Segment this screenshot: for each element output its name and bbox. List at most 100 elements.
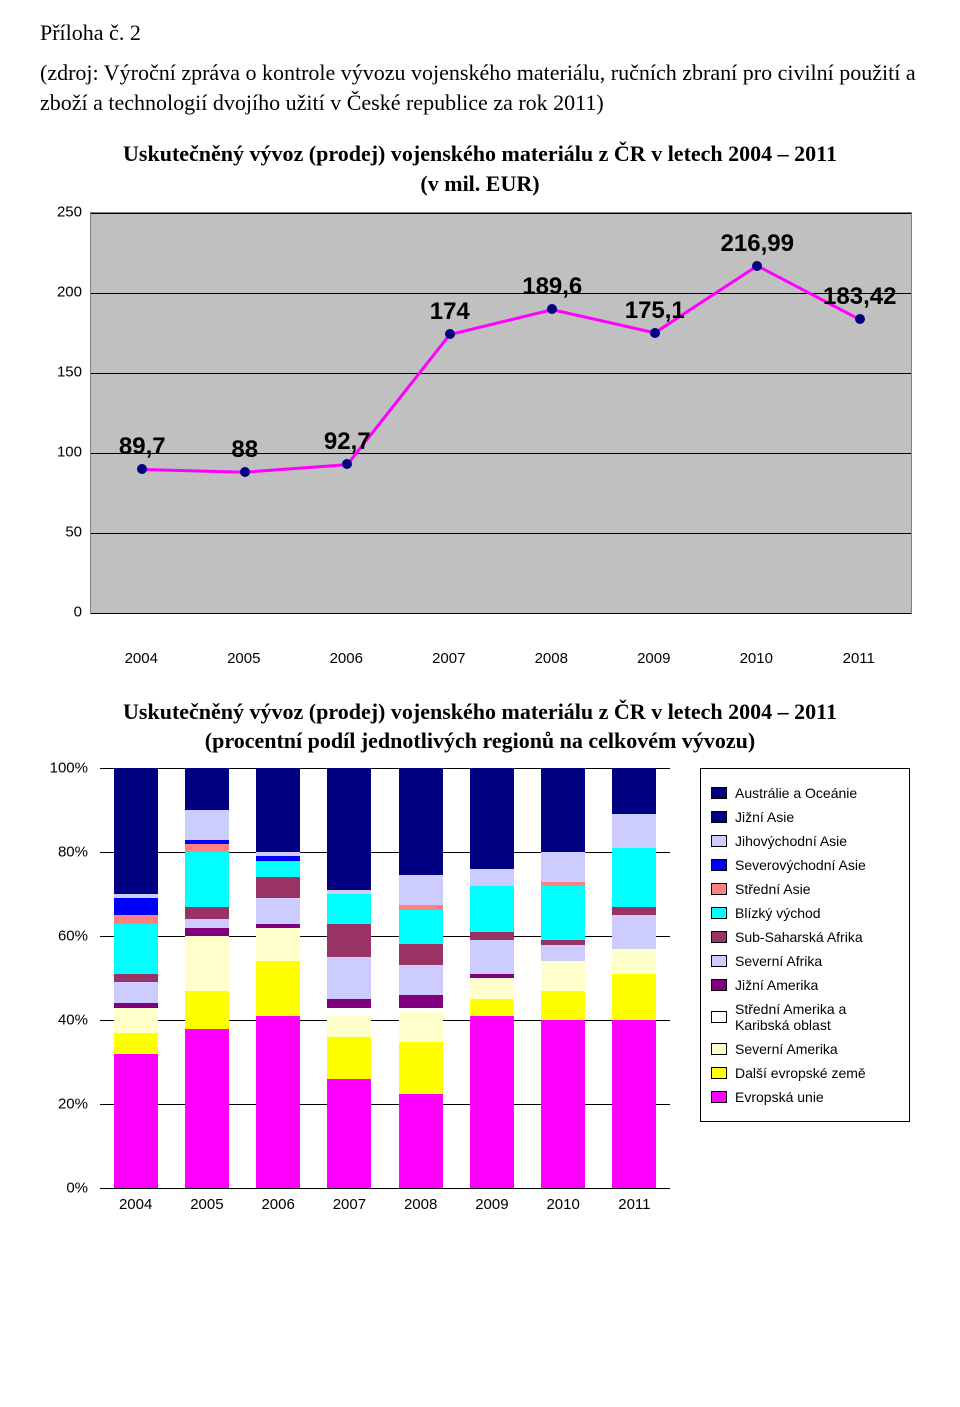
legend-swatch — [711, 931, 727, 943]
chart2-xtick: 2007 — [333, 1196, 366, 1213]
chart2-seg-ss_afr — [114, 974, 158, 982]
chart2-seg-eu — [541, 1020, 585, 1188]
chart2-seg-other_eur — [256, 961, 300, 1016]
chart2-seg-eu — [185, 1029, 229, 1189]
chart1-ytick: 100 — [40, 443, 82, 460]
chart2-seg-n_afr — [470, 940, 514, 974]
chart2-xtick: 2006 — [261, 1196, 294, 1213]
chart2-seg-se_asia — [399, 875, 443, 905]
chart2-seg-mideast — [541, 886, 585, 941]
chart2-title: Uskutečněný vývoz (prodej) vojenského ma… — [40, 697, 920, 756]
chart2-seg-mideast — [399, 910, 443, 944]
chart2-seg-c_asia — [114, 915, 158, 923]
chart2-seg-ss_afr — [327, 924, 371, 958]
legend-swatch — [711, 883, 727, 895]
chart1-xtick: 2008 — [535, 650, 568, 667]
chart2-legend: Austrálie a Oceánie Jižní Asie Jihovýchodn… — [700, 768, 910, 1122]
legend-item-mideast: Blízký východ — [711, 905, 899, 921]
chart2-seg-n_amer — [327, 1016, 371, 1037]
chart2-ytick: 60% — [40, 928, 88, 945]
legend-label: Další evropské země — [735, 1065, 866, 1081]
chart2-xtick: 2009 — [475, 1196, 508, 1213]
legend-swatch — [711, 1067, 727, 1079]
legend-swatch — [711, 835, 727, 847]
doc-title: Příloha č. 2 — [40, 20, 920, 46]
legend-label: Severovýchodní Asie — [735, 857, 866, 873]
chart2-seg-s_asia — [327, 768, 371, 890]
chart2-seg-other_eur — [612, 974, 656, 1020]
chart2-seg-ss_afr — [612, 907, 656, 915]
chart1-title: Uskutečněný vývoz (prodej) vojenského ma… — [40, 139, 920, 198]
chart2-seg-s_asia — [185, 768, 229, 810]
chart2-title-line1: Uskutečněný vývoz (prodej) vojenského ma… — [123, 699, 837, 724]
legend-label: Střední Amerika a Karibská oblast — [735, 1001, 899, 1033]
chart1-xtick: 2009 — [637, 650, 670, 667]
chart2-seg-other_eur — [399, 1042, 443, 1093]
legend-swatch — [711, 1011, 727, 1023]
chart2-seg-n_afr — [114, 982, 158, 1003]
legend-item-aus: Austrálie a Oceánie — [711, 785, 899, 801]
chart2-seg-s_amer — [327, 999, 371, 1007]
chart2-bar — [470, 768, 514, 1188]
chart2-seg-n_afr — [185, 919, 229, 927]
chart2-seg-n_afr — [541, 945, 585, 962]
chart1-title-line2: (v mil. EUR) — [420, 171, 539, 196]
chart2-seg-c_amer — [327, 1008, 371, 1016]
chart2-seg-n_afr — [256, 898, 300, 923]
chart2-seg-s_asia — [541, 768, 585, 852]
legend-item-s_amer: Jižní Amerika — [711, 977, 899, 993]
chart2-xtick: 2004 — [119, 1196, 152, 1213]
chart2-seg-se_asia — [470, 869, 514, 886]
chart1-xtick: 2004 — [125, 650, 158, 667]
chart1-ytick: 200 — [40, 283, 82, 300]
chart2-bar — [612, 768, 656, 1188]
chart2-seg-s_asia — [399, 768, 443, 875]
chart1-value-label: 175,1 — [625, 297, 685, 325]
chart2-xtick: 2008 — [404, 1196, 437, 1213]
legend-item-n_amer: Severní Amerika — [711, 1041, 899, 1057]
chart1-marker — [547, 304, 557, 314]
legend-item-ss_afr: Sub-Saharská Afrika — [711, 929, 899, 945]
legend-item-ne_asia: Severovýchodní Asie — [711, 857, 899, 873]
legend-swatch — [711, 811, 727, 823]
chart1-marker — [445, 329, 455, 339]
chart2-seg-ss_afr — [185, 907, 229, 920]
legend-swatch — [711, 1043, 727, 1055]
doc-source: (zdroj: Výroční zpráva o kontrole vývozu… — [40, 58, 920, 117]
chart2-seg-s_asia — [114, 768, 158, 894]
chart2-seg-s_asia — [612, 768, 656, 814]
legend-label: Severní Afrika — [735, 953, 822, 969]
legend-label: Jižní Amerika — [735, 977, 818, 993]
chart2-bar — [185, 768, 229, 1188]
legend-label: Blízký východ — [735, 905, 821, 921]
chart1-xtick: 2005 — [227, 650, 260, 667]
chart1-value-label: 92,7 — [324, 428, 371, 456]
chart1-ytick: 0 — [40, 603, 82, 620]
chart2-seg-s_amer — [185, 928, 229, 936]
chart1-line-chart: 89,78892,7174189,6175,1216,99183,42 0501… — [40, 207, 920, 667]
chart2-seg-c_asia — [185, 844, 229, 852]
chart1-ytick: 50 — [40, 523, 82, 540]
chart1-marker — [342, 459, 352, 469]
chart1-ytick: 250 — [40, 203, 82, 220]
chart2-seg-n_amer — [541, 961, 585, 990]
chart2-seg-other_eur — [185, 991, 229, 1029]
chart2-seg-eu — [470, 1016, 514, 1188]
legend-swatch — [711, 859, 727, 871]
chart1-xtick: 2006 — [330, 650, 363, 667]
chart2-seg-s_amer — [399, 995, 443, 1008]
legend-item-se_asia: Jihovýchodní Asie — [711, 833, 899, 849]
chart2-ytick: 20% — [40, 1096, 88, 1113]
chart2-xtick: 2010 — [546, 1196, 579, 1213]
chart2-bar — [114, 768, 158, 1188]
chart1-value-label: 89,7 — [119, 433, 166, 461]
legend-item-n_afr: Severní Afrika — [711, 953, 899, 969]
chart2-bar — [541, 768, 585, 1188]
chart2-seg-mideast — [470, 886, 514, 932]
legend-label: Sub-Saharská Afrika — [735, 929, 863, 945]
legend-item-s_asia: Jižní Asie — [711, 809, 899, 825]
chart2-seg-eu — [399, 1094, 443, 1188]
chart2-seg-se_asia — [185, 810, 229, 839]
chart2-ytick: 40% — [40, 1012, 88, 1029]
chart2-seg-mideast — [114, 924, 158, 974]
